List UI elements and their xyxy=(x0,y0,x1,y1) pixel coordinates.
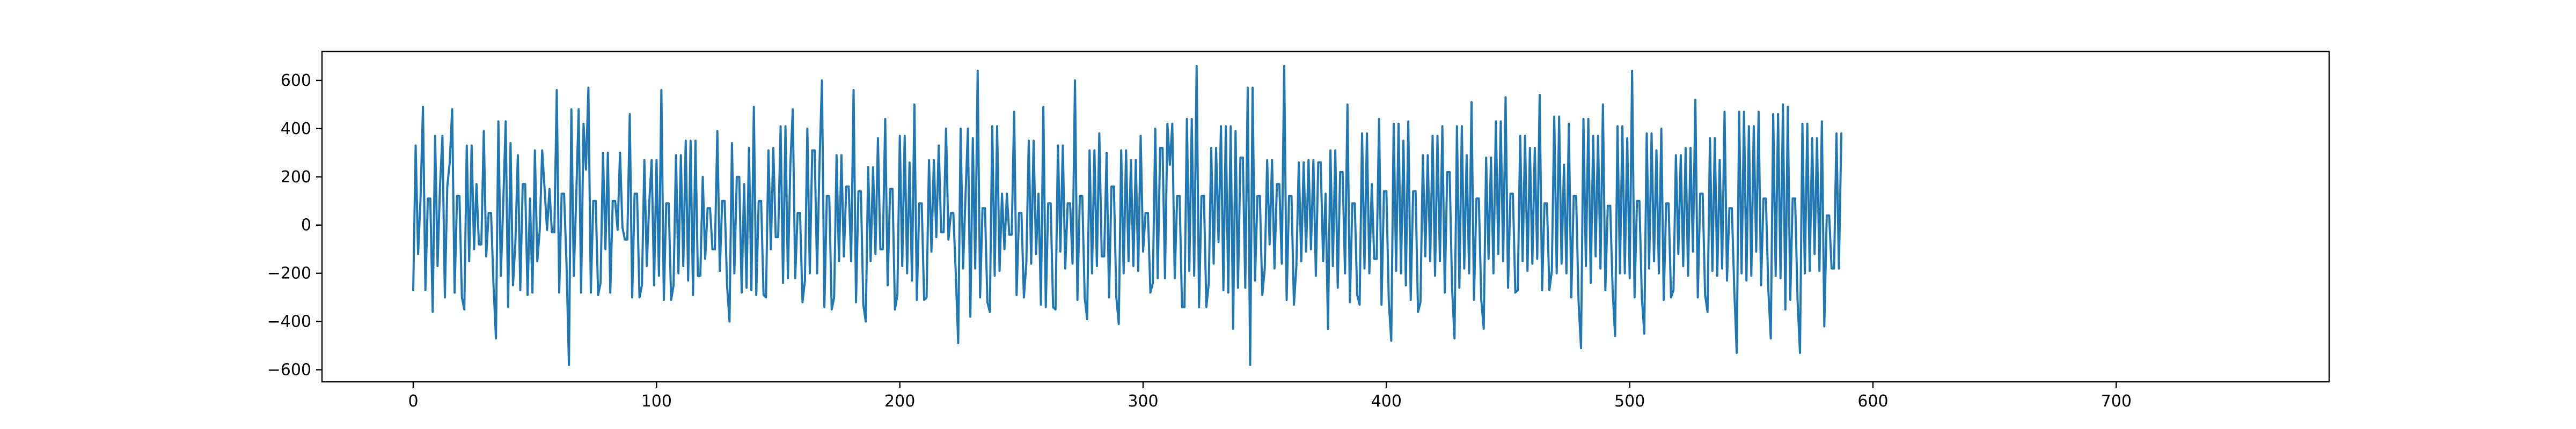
x-tick-label: 700 xyxy=(2101,392,2132,411)
y-tick-label: 400 xyxy=(281,120,311,138)
x-tick-label: 400 xyxy=(1371,392,1402,411)
x-tick-label: 200 xyxy=(884,392,915,411)
axis-ticks: 0 100 200 300 400 500 600 700 −600 −400 −200 0 200 40… xyxy=(267,71,2132,411)
y-tick-label: 0 xyxy=(301,216,311,235)
y-tick-label: 600 xyxy=(281,71,311,90)
x-tick-label: 500 xyxy=(1614,392,1645,411)
x-tick-label: 100 xyxy=(641,392,672,411)
y-tick-label: −400 xyxy=(267,313,311,331)
y-tick-label: −200 xyxy=(267,264,311,283)
x-tick-label: 600 xyxy=(1857,392,1888,411)
plot-area xyxy=(412,64,1843,366)
y-tick-label: 200 xyxy=(281,168,311,187)
x-tick-label: 0 xyxy=(408,392,418,411)
series-line-0 xyxy=(412,64,1843,366)
x-tick-label: 300 xyxy=(1128,392,1158,411)
axes-frame xyxy=(321,50,2330,383)
y-tick-label: −600 xyxy=(267,361,311,380)
